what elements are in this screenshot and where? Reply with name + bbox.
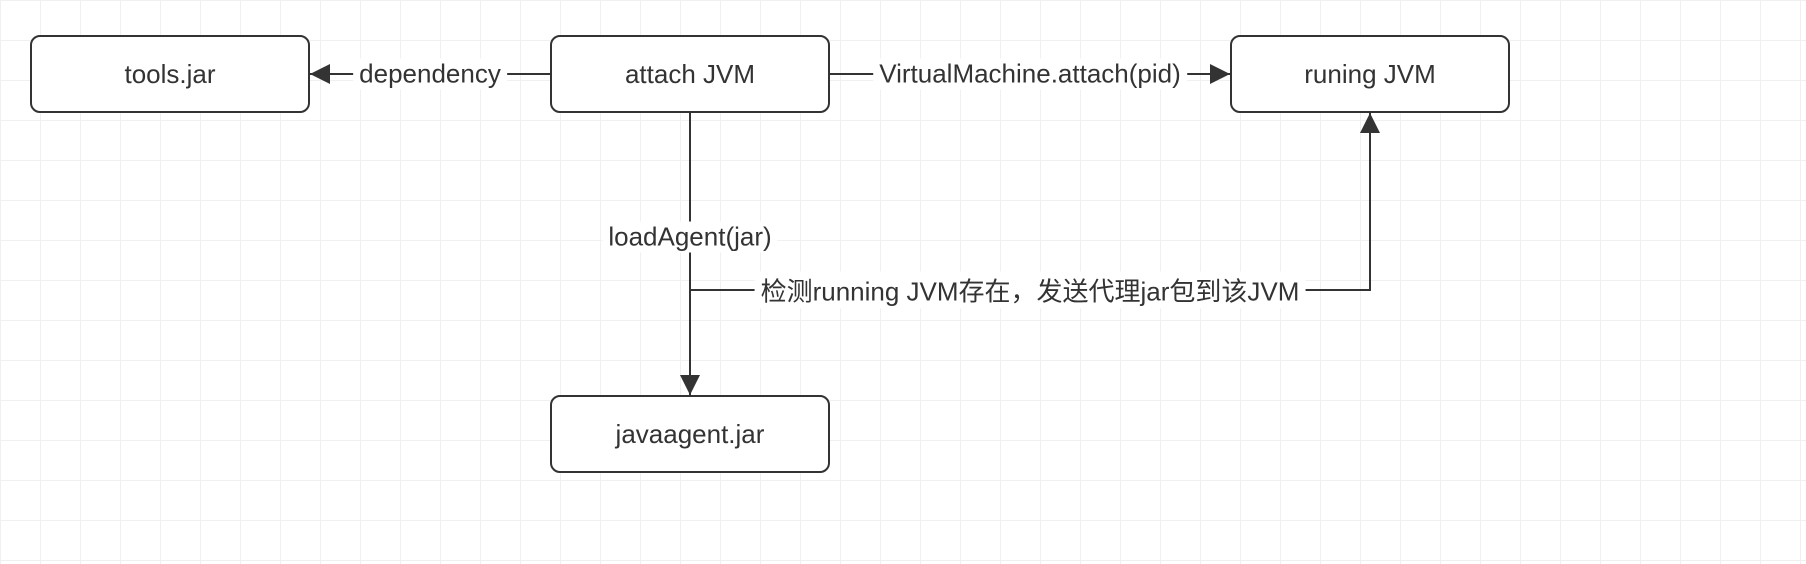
- node-javaagent-jar: javaagent.jar: [550, 395, 830, 473]
- node-label: javaagent.jar: [616, 419, 765, 450]
- edge-label-attach-pid: VirtualMachine.attach(pid): [873, 59, 1187, 90]
- edge-label-dependency: dependency: [353, 59, 507, 90]
- edge-label-detect-send: 检测running JVM存在，发送代理jar包到该JVM: [755, 272, 1306, 309]
- edge-detect-send: [690, 113, 1370, 290]
- node-label: runing JVM: [1304, 59, 1436, 90]
- node-tools-jar: tools.jar: [30, 35, 310, 113]
- edge-label-load-agent: loadAgent(jar): [602, 222, 777, 253]
- node-label: attach JVM: [625, 59, 755, 90]
- node-running-jvm: runing JVM: [1230, 35, 1510, 113]
- node-label: tools.jar: [124, 59, 215, 90]
- node-attach-jvm: attach JVM: [550, 35, 830, 113]
